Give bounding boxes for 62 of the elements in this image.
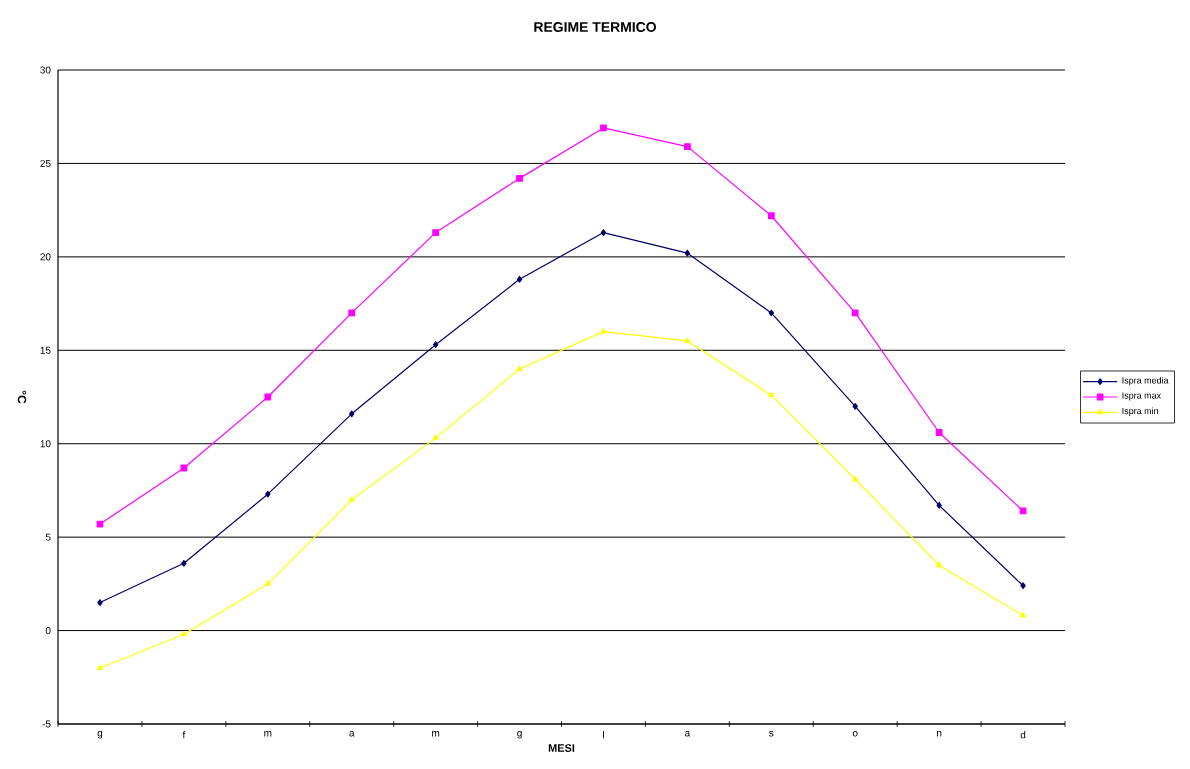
y-tick-label: 25 — [40, 159, 51, 167]
legend-label: Ispra media — [1122, 376, 1169, 386]
y-tick-label: 15 — [40, 346, 51, 354]
point — [96, 664, 103, 670]
x-tick-label: m — [432, 731, 440, 737]
point — [600, 328, 607, 334]
point — [516, 365, 523, 371]
x-tick-label: f — [182, 731, 186, 739]
point — [852, 475, 859, 482]
point — [768, 309, 774, 317]
point — [265, 490, 271, 498]
point — [852, 402, 858, 410]
x-tick-label: g — [97, 731, 103, 739]
point — [96, 520, 104, 528]
point — [684, 337, 691, 343]
x-tick-label: l — [603, 731, 604, 739]
point — [684, 143, 691, 151]
x-axis-title: MESI — [548, 744, 575, 752]
point — [432, 341, 439, 349]
y-tick-label: 30 — [40, 66, 51, 74]
point — [432, 434, 439, 441]
y-tick-label: -5 — [42, 720, 51, 728]
point — [264, 580, 271, 586]
point — [851, 309, 859, 317]
y-tick-label: 5 — [45, 533, 51, 541]
point — [767, 212, 775, 220]
y-axis-title: °C — [17, 390, 27, 404]
point — [432, 229, 440, 236]
point — [768, 391, 775, 398]
y-tick-label: 10 — [40, 440, 51, 448]
legend-label: Ispra min — [1122, 407, 1158, 416]
point — [181, 559, 187, 567]
x-tick-label: a — [349, 731, 355, 737]
point — [684, 249, 691, 257]
point — [180, 630, 187, 637]
x-tick-label: d — [1020, 731, 1026, 739]
x-tick-label: o — [852, 731, 858, 737]
point — [180, 464, 188, 472]
point — [349, 410, 355, 418]
point — [1020, 612, 1027, 618]
x-tick-label: s — [769, 731, 774, 737]
point — [936, 501, 942, 509]
point — [348, 496, 355, 502]
y-tick-label: 0 — [45, 627, 51, 635]
y-tick-label: 20 — [40, 253, 51, 261]
chart-title: REGIME TERMICO — [534, 22, 656, 32]
point — [935, 429, 943, 436]
point — [936, 561, 943, 568]
point — [348, 309, 356, 317]
legend-label: Ispra max — [1122, 392, 1161, 401]
point — [516, 275, 523, 283]
x-tick-label: a — [685, 731, 691, 737]
point — [600, 124, 607, 132]
point — [97, 599, 103, 606]
point — [1019, 507, 1027, 515]
point — [600, 229, 607, 236]
point — [264, 393, 272, 401]
x-tick-label: g — [517, 731, 522, 739]
point — [1020, 582, 1026, 590]
x-tick-label: m — [264, 731, 272, 737]
point — [516, 174, 523, 182]
x-tick-label: n — [937, 731, 942, 737]
